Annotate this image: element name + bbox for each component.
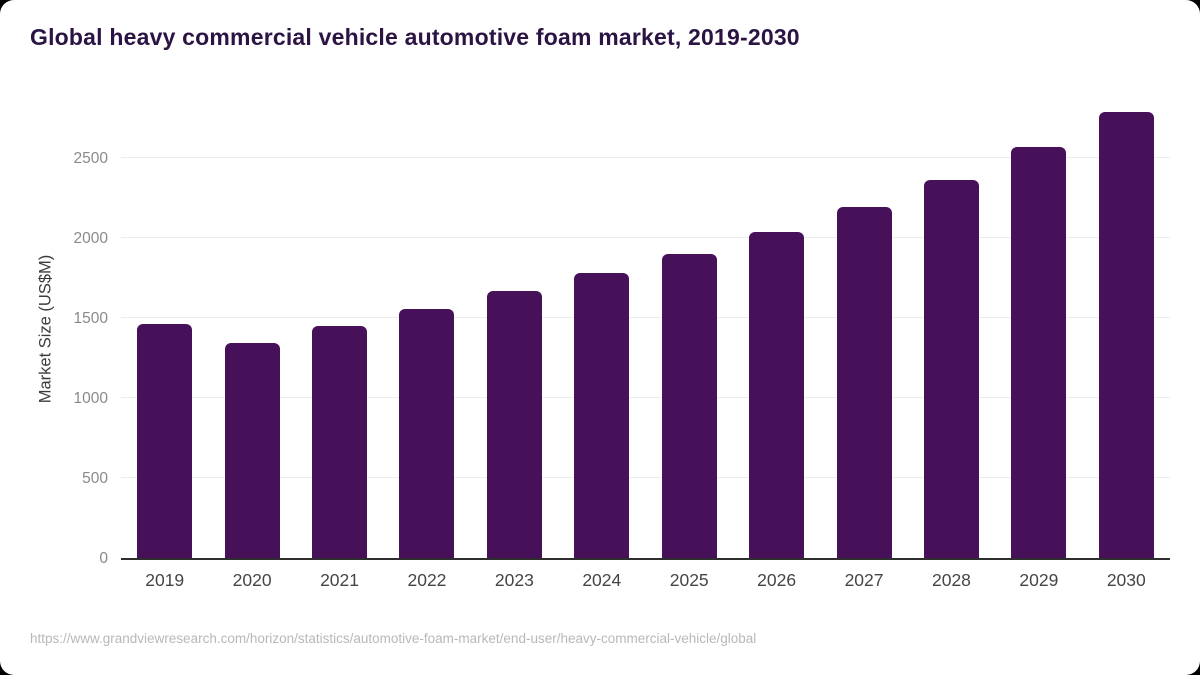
y-tick-label-500: 500 [82,469,108,487]
chart-title: Global heavy commercial vehicle automoti… [30,24,800,50]
x-tick-label-2023: 2023 [494,570,534,590]
y-axis-title: Market Size (US$M) [36,254,55,404]
y-tick-label-2500: 2500 [73,149,108,167]
bar-2030 [1098,112,1154,558]
plot-area [121,100,1170,560]
gridline-500 [121,477,1170,479]
bar-2024 [574,273,630,558]
bar-2019 [137,324,193,558]
bar-2028 [923,180,979,558]
y-tick-label-1000: 1000 [73,389,108,407]
gridline-1500 [121,317,1170,319]
bar-2026 [749,232,805,558]
x-tick-label-2029: 2029 [1019,570,1059,590]
x-tick-label-2027: 2027 [844,570,884,590]
x-tick-label-2028: 2028 [931,570,971,590]
bar-2025 [661,254,717,558]
x-tick-label-2026: 2026 [757,570,797,590]
x-tick-label-2019: 2019 [145,570,185,590]
gridline-2500 [121,157,1170,159]
source-url: https://www.grandviewresearch.com/horizo… [30,631,757,646]
bar-2021 [312,326,368,558]
gridline-1000 [121,397,1170,399]
bar-2027 [836,207,892,558]
y-tick-label-1500: 1500 [73,309,108,327]
y-tick-label-2000: 2000 [73,229,108,247]
bar-2020 [224,343,280,558]
x-tick-label-2025: 2025 [669,570,709,590]
x-tick-label-2030: 2030 [1106,570,1146,590]
x-tick-label-2022: 2022 [407,570,447,590]
x-tick-label-2024: 2024 [582,570,622,590]
x-tick-label-2021: 2021 [320,570,359,590]
bar-2029 [1011,147,1067,558]
y-tick-label-0: 0 [99,550,108,567]
gridline-2000 [121,237,1170,239]
x-tick-label-2020: 2020 [232,570,272,590]
bar-2023 [486,291,542,558]
bar-2022 [399,309,455,558]
